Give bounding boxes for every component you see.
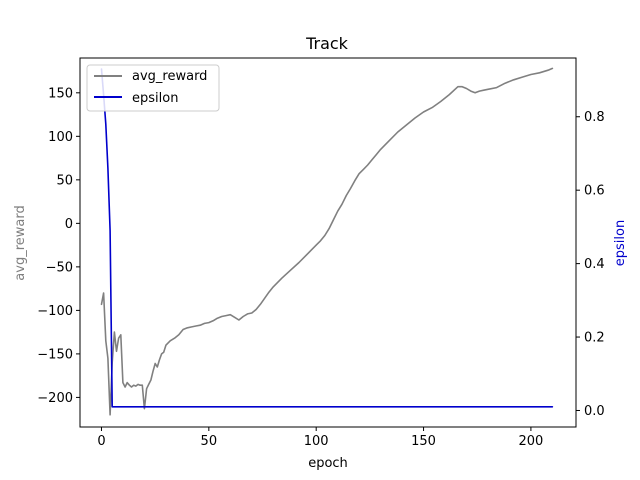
x-tick-label: 200: [518, 434, 543, 449]
left-tick-label: 50: [56, 173, 73, 188]
legend: avg_reward epsilon: [86, 64, 220, 112]
left-tick-label: 0: [65, 217, 73, 232]
plot-frame: [79, 57, 577, 428]
left-tick-label: −200: [37, 391, 73, 406]
x-tick-label: 150: [411, 434, 436, 449]
x-tick-label: 0: [97, 434, 105, 449]
left-tick-label: −100: [37, 304, 73, 319]
x-axis-ticks: 0 50 100 150 200: [97, 427, 543, 449]
left-axis-label: avg_reward: [13, 205, 28, 280]
right-axis-ticks: 0.0 0.2 0.4 0.6 0.8: [576, 110, 605, 419]
left-tick-label: −150: [37, 347, 73, 362]
right-tick-label: 0.8: [584, 110, 605, 125]
right-axis-label: epsilon: [613, 220, 628, 266]
left-tick-label: 150: [48, 86, 73, 101]
legend-label-avg-reward: avg_reward: [132, 69, 207, 84]
right-tick-label: 0.0: [584, 404, 605, 419]
left-tick-label: 100: [48, 130, 73, 145]
plot-lines: [100, 67, 554, 416]
x-tick-label: 100: [304, 434, 329, 449]
right-tick-label: 0.6: [584, 184, 605, 199]
series-line-epsilon: [100, 68, 554, 408]
series-line-avg-reward: [100, 67, 554, 416]
legend-label-epsilon: epsilon: [132, 91, 178, 106]
x-axis-label: epoch: [308, 456, 348, 471]
chart-title: Track: [305, 34, 349, 53]
x-tick-label: 50: [201, 434, 218, 449]
right-tick-label: 0.2: [584, 331, 605, 346]
left-tick-label: −50: [46, 260, 73, 275]
right-tick-label: 0.4: [584, 257, 605, 272]
left-axis-ticks: 150 100 50 0 −50 −100 −150 −200: [37, 86, 80, 406]
